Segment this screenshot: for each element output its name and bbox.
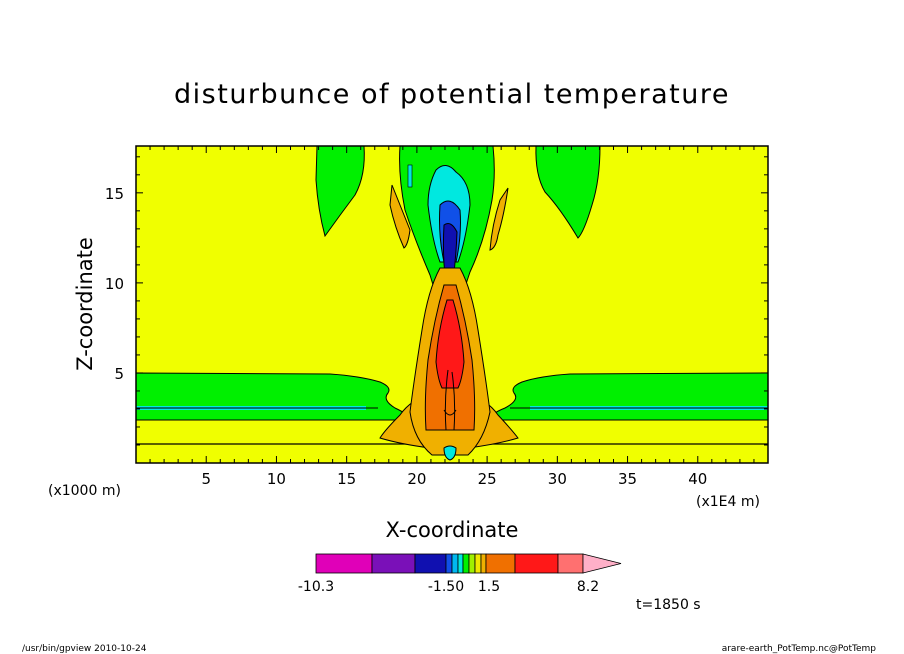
colorbar-arrow <box>582 553 622 574</box>
colorbar-segment <box>462 553 470 574</box>
orange-filament-right <box>489 187 509 251</box>
x-unit-label: (x1000 m) <box>48 483 121 499</box>
core-contours <box>443 369 457 431</box>
colorbar-segment <box>451 553 459 574</box>
colorbar-segment <box>457 553 464 574</box>
colorbar-segment <box>371 553 416 574</box>
y-tick-labels: 5 10 15 <box>105 185 124 383</box>
colorbar-segment <box>557 553 584 574</box>
colorbar-segment <box>315 553 373 574</box>
footer-left: /usr/bin/gpview 2010-10-24 <box>22 644 147 654</box>
y-unit-label: (x1E4 m) <box>696 494 760 510</box>
y-tick-label: 10 <box>105 275 124 293</box>
colorbar <box>315 553 622 574</box>
colorbar-label-neg: -1.50 <box>428 579 464 595</box>
x-tick-label: 25 <box>478 470 497 488</box>
x-tick-label: 35 <box>618 470 637 488</box>
green-plume-left <box>315 145 365 238</box>
x-tick-labels: 5 10 15 20 25 30 35 40 <box>201 470 707 488</box>
red-column <box>435 299 465 389</box>
colorbar-label-pos: 1.5 <box>478 579 500 595</box>
time-label: t=1850 s <box>636 597 701 613</box>
x-tick-label: 40 <box>688 470 707 488</box>
surface-cyan-spot <box>443 445 457 461</box>
green-band-right <box>487 372 769 421</box>
green-band-left <box>135 372 413 421</box>
x-tick-label: 20 <box>407 470 426 488</box>
axis-ticks <box>136 146 768 463</box>
colorbar-segment <box>514 553 559 574</box>
y-axis-title: Z-coordinate <box>73 237 97 371</box>
plot-area <box>135 145 769 464</box>
footer-right: arare-earth_PotTemp.nc@PotTemp <box>722 644 877 654</box>
plot-frame <box>135 145 769 464</box>
colorbar-segment <box>445 553 453 574</box>
colorbar-segment <box>414 553 447 574</box>
y-tick-label: 15 <box>105 185 124 203</box>
chart-title: disturbunce of potential temperature <box>174 79 730 110</box>
x-axis-title: X-coordinate <box>386 518 519 542</box>
x-tick-label: 30 <box>548 470 567 488</box>
x-tick-label: 15 <box>337 470 356 488</box>
x-tick-label: 10 <box>267 470 286 488</box>
colorbar-segment <box>480 553 487 574</box>
colorbar-label-min: -10.3 <box>298 579 334 595</box>
colorbar-segment <box>468 553 476 574</box>
x-tick-label: 5 <box>201 470 211 488</box>
green-plume-right <box>535 145 601 239</box>
colorbar-label-max: 8.2 <box>577 579 599 595</box>
colorbar-segment <box>485 553 516 574</box>
y-tick-label: 5 <box>114 365 124 383</box>
colorbar-segment <box>474 553 482 574</box>
orange-filament-left <box>389 184 411 249</box>
cyan-accent <box>407 164 413 188</box>
